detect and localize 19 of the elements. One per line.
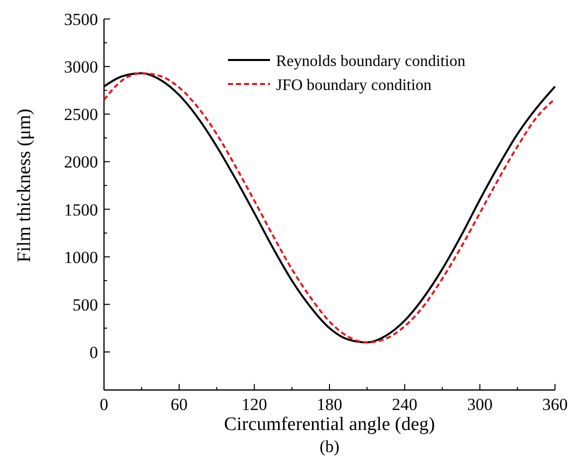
x-tick-label: 120 [242,395,268,414]
y-tick-label: 3500 [64,10,98,29]
legend-label: JFO boundary condition [276,77,432,94]
y-tick-label: 1500 [64,200,98,220]
y-tick-label: 2000 [64,152,98,172]
x-axis-title: Circumferential angle (deg) [224,414,436,435]
y-tick-label: 2500 [64,105,98,124]
x-tick-label: 300 [467,395,493,414]
text: (b) [320,437,340,456]
y-tick-label: 0 [90,342,98,362]
legend-label: Reynolds boundary condition [276,53,466,70]
y-tick-label: 500 [72,295,98,314]
y-axis-title: Film thickness (μm) [14,108,35,262]
y-tick-label: 1000 [64,248,98,267]
x-tick-label: 240 [392,395,418,414]
x-tick-label: 60 [170,395,188,414]
y-tick-label: 3000 [64,58,98,77]
x-tick-label: 180 [316,395,342,414]
x-tick-label: 360 [542,395,568,414]
